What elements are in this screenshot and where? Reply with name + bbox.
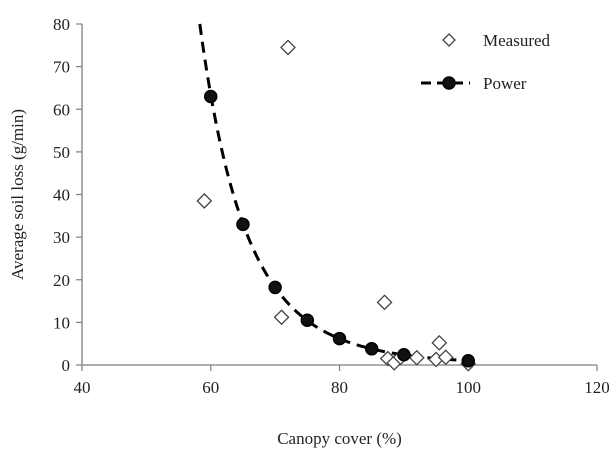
power-point	[332, 331, 347, 346]
x-tick-label: 40	[74, 378, 91, 397]
power-fit-layer	[198, 23, 469, 363]
axes: 40 60 80 100 120 0 10 20 30 40 50 60 70 80	[53, 15, 610, 397]
measured-point	[408, 349, 425, 366]
x-tick-label: 120	[584, 378, 610, 397]
measured-point	[437, 349, 454, 366]
legend-power-label: Power	[483, 74, 527, 93]
power-series	[204, 89, 475, 368]
legend: Measured Power	[421, 31, 551, 93]
x-axis-title: Canopy cover (%)	[277, 429, 402, 448]
legend-measured-marker	[442, 33, 456, 47]
power-point	[461, 353, 475, 368]
measured-point	[376, 294, 393, 311]
x-tick-label: 80	[331, 378, 348, 397]
y-tick-label: 10	[53, 313, 70, 332]
y-tick-label: 60	[53, 100, 70, 119]
y-tick-label: 40	[53, 186, 70, 205]
measured-series	[196, 39, 477, 372]
measured-point	[273, 309, 290, 326]
x-tick-label: 100	[456, 378, 482, 397]
legend-dot-icon	[442, 76, 456, 90]
measured-point	[431, 334, 448, 351]
legend-measured-label: Measured	[483, 31, 551, 50]
measured-point	[280, 39, 296, 56]
y-tick-label: 70	[53, 58, 70, 77]
y-tick-label: 20	[53, 271, 70, 290]
power-fit-line	[198, 23, 469, 363]
power-point	[397, 348, 411, 362]
y-axis-title: Average soil loss (g/min)	[8, 109, 27, 280]
y-tick-label: 80	[53, 15, 70, 34]
power-point	[268, 280, 282, 295]
power-point	[364, 342, 379, 356]
power-point	[236, 217, 250, 232]
power-point	[204, 89, 218, 104]
y-tick-label: 30	[53, 228, 70, 247]
power-point	[300, 313, 315, 327]
legend-power-marker	[421, 76, 470, 90]
legend-diamond-icon	[442, 33, 456, 47]
measured-point	[196, 192, 213, 209]
y-tick-label: 50	[53, 143, 70, 162]
x-tick-label: 60	[202, 378, 219, 397]
y-tick-label: 0	[62, 356, 71, 375]
